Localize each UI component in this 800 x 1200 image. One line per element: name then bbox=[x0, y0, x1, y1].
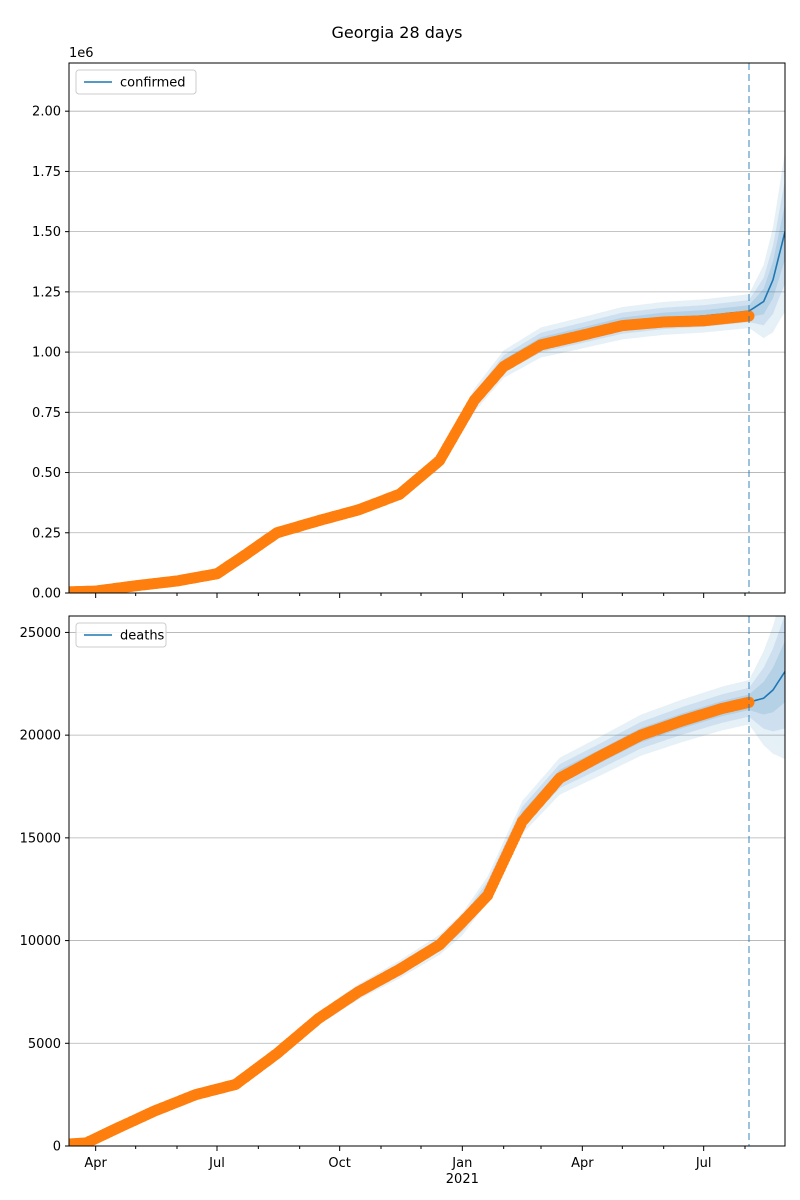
uncertainty-band bbox=[69, 640, 785, 1145]
legend-label: deaths bbox=[120, 629, 165, 644]
y-tick-label: 0.00 bbox=[32, 587, 61, 602]
uncertainty-band bbox=[69, 151, 785, 593]
figure-title: Georgia 28 days bbox=[331, 23, 462, 42]
x-tick-label: Jul bbox=[695, 1156, 712, 1171]
x-tick-label: Jan bbox=[451, 1156, 472, 1171]
y-tick-label: 15000 bbox=[20, 831, 61, 846]
legend-box bbox=[75, 622, 167, 648]
x-tick-label: Oct bbox=[328, 1156, 350, 1171]
x-tick-label: Apr bbox=[84, 1156, 107, 1171]
plot-area bbox=[69, 151, 785, 593]
legend-label: confirmed bbox=[120, 76, 186, 91]
y-tick-label: 2.00 bbox=[32, 105, 61, 120]
y-tick-label: 0.75 bbox=[32, 406, 61, 421]
legend: confirmed bbox=[75, 69, 197, 95]
y-tick-label: 20000 bbox=[20, 729, 61, 744]
x-tick-label: Jul bbox=[208, 1156, 225, 1171]
y-tick-label: 0.25 bbox=[32, 526, 61, 541]
y-tick-label: 10000 bbox=[20, 934, 61, 949]
plot-area bbox=[69, 616, 785, 1146]
uncertainty-band bbox=[69, 616, 785, 1146]
uncertainty-band bbox=[69, 616, 785, 1146]
y-tick-label: 25000 bbox=[20, 626, 61, 641]
y-tick-label: 1.25 bbox=[32, 285, 61, 300]
uncertainty-band bbox=[69, 179, 785, 593]
x-tick-label: Apr bbox=[571, 1156, 594, 1171]
y-tick-label: 5000 bbox=[28, 1037, 61, 1052]
deaths-panel: 0 5000 10000 15000 20000 25000 Apr Jul Oct Jan Apr… bbox=[20, 615, 786, 1187]
observed-point bbox=[743, 696, 755, 708]
y-scale-label: 1e6 bbox=[69, 46, 94, 61]
y-tick-label: 0 bbox=[53, 1140, 61, 1155]
y-tick-label: 1.00 bbox=[32, 346, 61, 361]
x-year-label: 2021 bbox=[446, 1172, 479, 1187]
y-tick-label: 1.75 bbox=[32, 165, 61, 180]
axes-frame bbox=[68, 615, 786, 1147]
uncertainty-band bbox=[69, 203, 785, 593]
y-tick-label: 0.50 bbox=[32, 466, 61, 481]
confirmed-panel: 0.00 0.25 0.50 0.75 1.00 1.25 1.50 1.75 2.00 1e6 c… bbox=[32, 46, 786, 602]
legend-box bbox=[75, 69, 197, 95]
legend: deaths bbox=[75, 622, 167, 648]
axes-frame bbox=[68, 62, 786, 594]
y-tick-label: 1.50 bbox=[32, 225, 61, 240]
